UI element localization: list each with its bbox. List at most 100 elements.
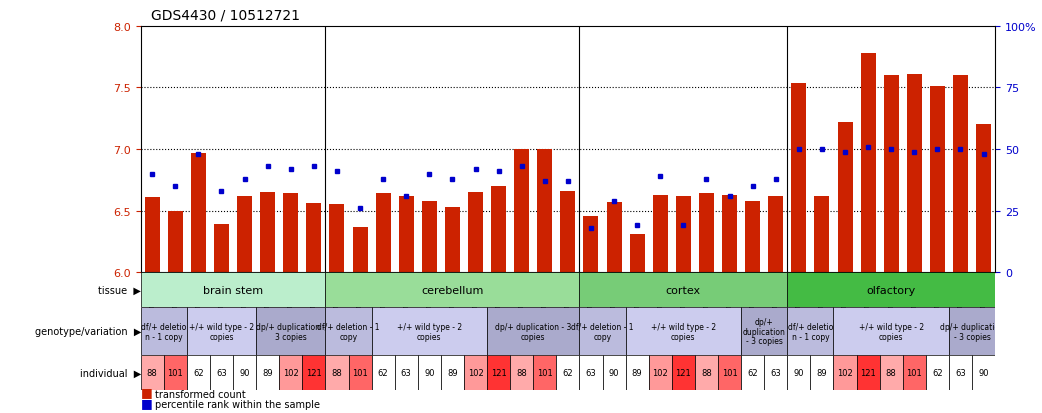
Bar <box>768 197 784 273</box>
Text: dp/+ duplication - 3
copies: dp/+ duplication - 3 copies <box>495 322 571 341</box>
Bar <box>214 225 229 273</box>
Text: tissue  ▶: tissue ▶ <box>98 285 141 295</box>
Bar <box>141 355 164 390</box>
Bar <box>652 195 668 273</box>
Text: genotype/variation  ▶: genotype/variation ▶ <box>34 326 141 337</box>
Text: 102: 102 <box>652 368 668 377</box>
Bar <box>141 308 187 355</box>
Bar <box>926 355 949 390</box>
Text: 102: 102 <box>282 368 299 377</box>
Text: 90: 90 <box>978 368 989 377</box>
Bar <box>972 355 995 390</box>
Bar <box>949 308 995 355</box>
Text: +/+ wild type - 2
copies: +/+ wild type - 2 copies <box>189 322 254 341</box>
Text: individual  ▶: individual ▶ <box>79 368 141 378</box>
Bar <box>625 308 741 355</box>
Text: 62: 62 <box>378 368 389 377</box>
Bar <box>395 355 418 390</box>
Text: +/+ wild type - 2
copies: +/+ wild type - 2 copies <box>651 322 716 341</box>
Text: 90: 90 <box>240 368 250 377</box>
Bar <box>491 187 506 273</box>
Text: 63: 63 <box>770 368 782 377</box>
Bar <box>487 308 579 355</box>
Text: +/+ wild type - 2
copies: +/+ wild type - 2 copies <box>397 322 462 341</box>
Bar <box>672 355 695 390</box>
Text: 62: 62 <box>193 368 204 377</box>
Text: 89: 89 <box>631 368 643 377</box>
Bar <box>788 273 995 308</box>
Bar <box>464 355 487 390</box>
Text: 88: 88 <box>886 368 896 377</box>
Text: 63: 63 <box>956 368 966 377</box>
Bar <box>445 207 460 273</box>
Text: 62: 62 <box>747 368 758 377</box>
Bar <box>329 205 345 273</box>
Text: 63: 63 <box>216 368 227 377</box>
Bar <box>861 54 875 273</box>
Bar <box>929 87 945 273</box>
Bar <box>699 194 714 273</box>
Text: 101: 101 <box>537 368 552 377</box>
Text: 102: 102 <box>837 368 853 377</box>
Bar <box>352 227 368 273</box>
Text: 88: 88 <box>701 368 712 377</box>
Bar <box>191 153 206 273</box>
Bar <box>695 355 718 390</box>
Bar <box>187 355 209 390</box>
Bar <box>976 125 991 273</box>
Bar <box>441 355 464 390</box>
Text: 121: 121 <box>491 368 506 377</box>
Text: 101: 101 <box>168 368 183 377</box>
Text: 63: 63 <box>401 368 412 377</box>
Bar <box>141 273 325 308</box>
Bar <box>579 355 602 390</box>
Bar <box>422 201 437 273</box>
Text: df/+ deletio
n - 1 copy: df/+ deletio n - 1 copy <box>141 322 187 341</box>
Bar <box>602 355 625 390</box>
Bar <box>857 355 879 390</box>
Bar <box>741 355 764 390</box>
Text: +/+ wild type - 2
copies: +/+ wild type - 2 copies <box>859 322 924 341</box>
Bar <box>168 211 182 273</box>
Text: 88: 88 <box>331 368 343 377</box>
Bar <box>811 355 834 390</box>
Text: 62: 62 <box>563 368 573 377</box>
Text: 90: 90 <box>794 368 804 377</box>
Bar <box>884 76 898 273</box>
Text: 101: 101 <box>722 368 738 377</box>
Text: df/+ deletion - 1
copy: df/+ deletion - 1 copy <box>571 322 634 341</box>
Text: brain stem: brain stem <box>203 285 263 295</box>
Bar <box>256 308 325 355</box>
Bar <box>629 235 645 273</box>
Bar <box>302 355 325 390</box>
Bar <box>256 355 279 390</box>
Bar <box>468 193 483 273</box>
Bar <box>511 355 534 390</box>
Bar <box>306 204 321 273</box>
Bar <box>187 308 256 355</box>
Text: 90: 90 <box>424 368 435 377</box>
Text: 63: 63 <box>586 368 596 377</box>
Bar <box>372 308 487 355</box>
Bar <box>764 355 788 390</box>
Bar <box>260 193 275 273</box>
Text: 88: 88 <box>517 368 527 377</box>
Text: 89: 89 <box>817 368 827 377</box>
Bar <box>722 195 737 273</box>
Text: olfactory: olfactory <box>867 285 916 295</box>
Text: cortex: cortex <box>666 285 701 295</box>
Text: 121: 121 <box>861 368 876 377</box>
Text: dp/+ duplication -
3 copies: dp/+ duplication - 3 copies <box>256 322 325 341</box>
Bar <box>791 83 807 273</box>
Text: 101: 101 <box>907 368 922 377</box>
Text: ■: ■ <box>141 396 152 409</box>
Bar <box>741 308 788 355</box>
Text: ■: ■ <box>141 386 152 399</box>
Bar <box>325 308 372 355</box>
Text: 121: 121 <box>306 368 322 377</box>
Text: GDS4430 / 10512721: GDS4430 / 10512721 <box>151 9 300 23</box>
Bar <box>953 76 968 273</box>
Bar <box>538 150 552 273</box>
Text: df/+ deletion - 1
copy: df/+ deletion - 1 copy <box>317 322 379 341</box>
Bar <box>745 201 761 273</box>
